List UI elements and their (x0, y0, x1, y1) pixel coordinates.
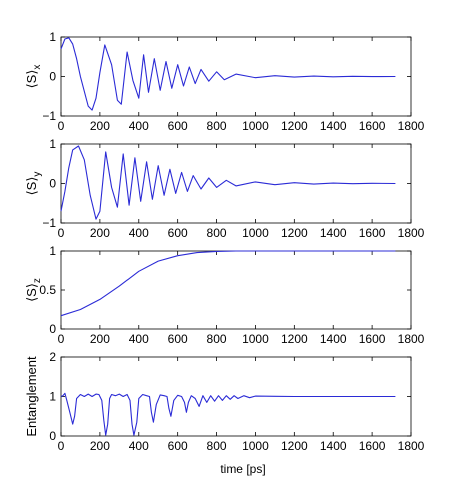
x-tick-label: 200 (90, 119, 110, 133)
x-tick-label: 1400 (320, 226, 347, 240)
x-tick-label: 800 (207, 439, 227, 453)
x-tick-label: 1800 (398, 439, 425, 453)
x-tick-label: 1600 (359, 119, 386, 133)
y-tick-label: 0 (49, 322, 56, 336)
x-tick-label: 800 (207, 119, 227, 133)
x-tick-label: 1600 (359, 332, 386, 346)
x-tick-label: 400 (129, 226, 149, 240)
x-tick-label: 1600 (359, 226, 386, 240)
series-line-1 (60, 145, 396, 220)
y-axis-label-main: ⟨S⟩ (24, 177, 39, 196)
panel-4: 0 200 400 600 800 1000 1200 1400 1600 1800 0 1 2 Enta… (24, 350, 425, 453)
x-tick-label: 1000 (242, 226, 269, 240)
y-tick-label: 0 (49, 70, 56, 84)
y-axis-label: ⟨S⟩y (24, 172, 43, 196)
x-tick-label: 600 (168, 332, 188, 346)
x-tick-label: 400 (129, 439, 149, 453)
series-line-1 (60, 250, 396, 317)
x-tick-label: 1200 (281, 226, 308, 240)
x-tick-label: 1800 (398, 332, 425, 346)
x-tick-label: 600 (168, 439, 188, 453)
y-axis-label-subscript: x (32, 65, 43, 70)
x-tick-label: 200 (90, 332, 110, 346)
x-tick-label: 1200 (281, 439, 308, 453)
y-tick-label: 1 (49, 137, 56, 151)
x-tick-label: 1000 (242, 332, 269, 346)
x-tick-label: 400 (129, 332, 149, 346)
y-tick-label: −1 (42, 216, 56, 230)
x-tick-label: 1800 (398, 119, 425, 133)
x-tick-label: 1800 (398, 226, 425, 240)
x-tick-label: 600 (168, 226, 188, 240)
y-tick-label: 1 (49, 30, 56, 44)
x-tick-label: 1200 (281, 119, 308, 133)
x-tick-label: 400 (129, 119, 149, 133)
x-tick-label: 0 (58, 439, 65, 453)
y-axis-label-main: ⟨S⟩ (24, 70, 39, 89)
x-tick-label: 0 (58, 226, 65, 240)
y-axis-label: ⟨S⟩x (24, 65, 43, 89)
x-tick-label: 1200 (281, 332, 308, 346)
y-tick-label: 2 (49, 350, 56, 364)
y-axis-label-subscript: y (32, 172, 43, 177)
y-axis-label: ⟨S⟩z (24, 278, 43, 302)
y-tick-label: 1 (49, 390, 56, 404)
panels: 0 200 400 600 800 1000 1200 1400 1600 1800−101⟨S⟩… (24, 30, 425, 453)
y-tick-label: 1 (49, 244, 56, 258)
y-tick-label: 0.5 (39, 283, 56, 297)
x-tick-label: 0 (58, 332, 65, 346)
x-tick-label: 1400 (320, 119, 347, 133)
y-tick-label: 0 (49, 177, 56, 191)
panel-3: 0 200 400 600 800 1000 1200 1400 1600 1800 0 0.5 1 ⟨S… (24, 244, 425, 346)
y-axis-label-main: ⟨S⟩ (24, 283, 39, 302)
x-tick-label: 1400 (320, 332, 347, 346)
x-tick-label: 200 (90, 226, 110, 240)
x-tick-label: 1000 (242, 119, 269, 133)
x-tick-label: 1400 (320, 439, 347, 453)
panel-2: 0 200 400 600 800 1000 1200 1400 1600 1800−101⟨S⟩… (24, 137, 425, 240)
x-tick-label: 600 (168, 119, 188, 133)
y-axis-label: Entanglement (24, 356, 39, 437)
panel-1: 0 200 400 600 800 1000 1200 1400 1600 1800−101⟨S⟩… (24, 30, 425, 133)
x-tick-label: 0 (58, 119, 65, 133)
series-line-1 (60, 37, 396, 111)
x-tick-label: 1000 (242, 439, 269, 453)
y-tick-label: 0 (49, 429, 56, 443)
x-tick-label: 800 (207, 332, 227, 346)
x-tick-label: 1600 (359, 439, 386, 453)
x-tick-label: 200 (90, 439, 110, 453)
y-axis-label-subscript: z (32, 278, 43, 283)
series-line-1 (60, 392, 396, 436)
y-tick-label: −1 (42, 109, 56, 123)
x-axis-label: time [ps] (220, 462, 265, 476)
x-tick-label: 800 (207, 226, 227, 240)
